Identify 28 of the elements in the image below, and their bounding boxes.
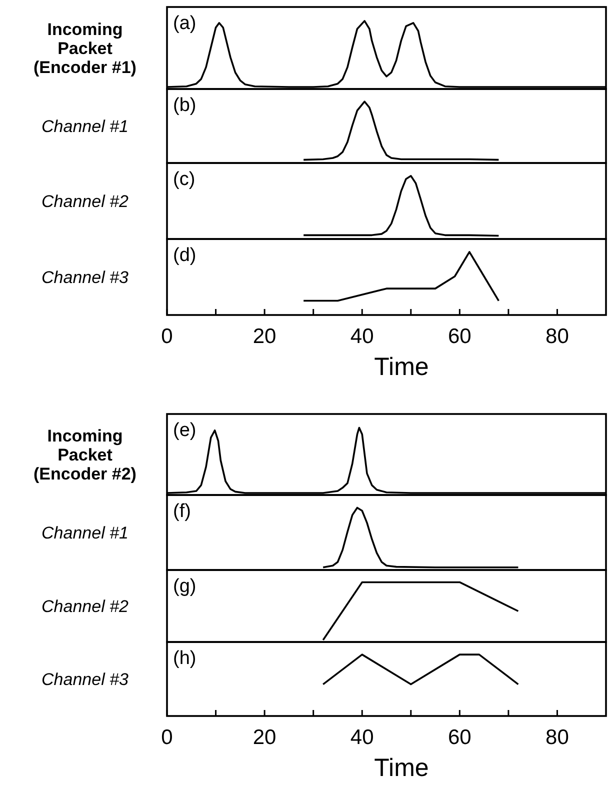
x-tick-label: 20 [252,325,276,348]
y-axis-title: Incoming Packet (Encoder #2) [34,426,136,484]
x-tick-label: 60 [448,325,472,348]
x-tick-label: 40 [350,726,374,749]
x-tick-label: 80 [546,726,569,749]
annotation: (a) [173,13,196,34]
x-tick-label: 20 [252,726,276,749]
y-axis-title: Channel #2 [42,192,130,211]
annotation: (g) [173,576,196,597]
y-axis-title: Channel #2 [42,597,130,616]
y-axis-title: Channel #1 [42,117,128,136]
x-tick-label: 0 [161,726,173,749]
y-axis-title: Channel #3 [42,268,130,287]
x-axis-title: Time [374,754,429,782]
annotation: (b) [173,95,196,116]
y-axis-title: Channel #1 [42,524,128,542]
annotation: (f) [173,501,191,522]
annotation: (d) [173,245,196,266]
y-axis-title: Incoming Packet (Encoder #1) [34,20,136,77]
y-axis-title: Channel #3 [42,670,130,689]
x-tick-label: 0 [161,325,173,348]
x-tick-label: 80 [546,325,569,348]
x-tick-label: 60 [448,726,472,749]
annotation: (e) [173,420,196,441]
x-tick-label: 40 [350,325,374,348]
annotation: (h) [173,648,196,669]
x-axis-title: Time [374,353,429,381]
annotation: (c) [173,169,196,190]
